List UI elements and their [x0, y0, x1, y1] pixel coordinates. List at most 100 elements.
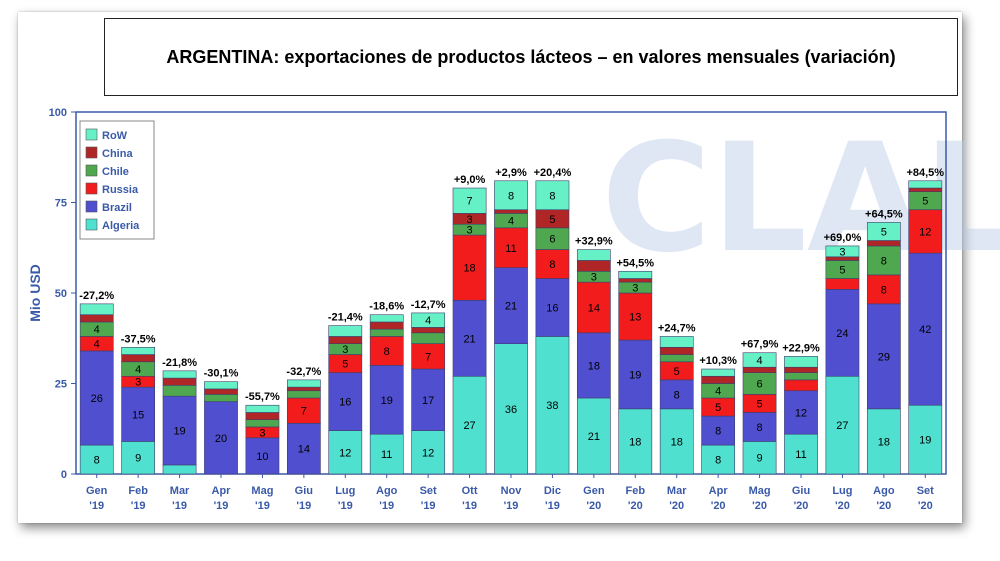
bar-segment-row [784, 356, 818, 368]
x-tick-label-month: Nov [501, 485, 523, 497]
bar-value-label: 3 [467, 225, 473, 237]
bar-segment-russia [494, 227, 528, 268]
x-tick-label-month: Mar [667, 485, 687, 497]
x-tick-label-year: '19 [338, 500, 353, 512]
variation-label: -32,7% [286, 366, 321, 378]
bar-value-label: 3 [591, 272, 597, 284]
variation-label: -21,8% [162, 357, 197, 369]
legend-swatch-chile [85, 164, 98, 177]
x-tick-label-year: '20 [669, 500, 684, 512]
bar-segment-brazil [908, 252, 943, 406]
legend-swatch-brazil [85, 200, 98, 213]
bar-value-label: 5 [881, 226, 887, 238]
bar-value-label: 8 [508, 190, 514, 202]
bar-segment-china [286, 386, 321, 392]
y-tick-label: 0 [61, 469, 67, 481]
bar-value-label: 19 [173, 426, 185, 438]
bar-value-label: 8 [384, 346, 390, 358]
bar-value-label: 42 [919, 324, 931, 336]
bar-value-label: 14 [298, 444, 310, 456]
bar-value-label: 38 [546, 400, 558, 412]
bar-value-label: 19 [919, 435, 931, 447]
bar-segment-row [494, 180, 528, 211]
bar-value-label: 3 [259, 427, 265, 439]
bar-segment-row [328, 325, 363, 337]
x-tick-label-month: Mag [251, 485, 273, 497]
bar-value-label: 12 [919, 226, 931, 238]
bar-segment-algeria [908, 404, 943, 475]
bar-segment-row [286, 379, 321, 388]
bar-value-label: 36 [505, 404, 517, 416]
bar-value-label: 11 [381, 449, 392, 461]
y-tick-label: 100 [49, 107, 67, 119]
bar-value-label: 19 [381, 395, 393, 407]
bar-value-label: 3 [632, 283, 638, 295]
y-tick-label: 75 [55, 198, 67, 210]
bar-segment-russia [369, 336, 404, 366]
variation-label: +67,9% [741, 339, 779, 351]
bar-segment-row [452, 187, 487, 214]
x-tick-label-month: Apr [709, 485, 729, 497]
bar-segment-brazil [204, 401, 238, 475]
bar-segment-chile [369, 328, 404, 337]
bar-segment-china [162, 377, 197, 386]
bar-segment-row [162, 370, 197, 379]
x-tick-label-year: '19 [131, 500, 146, 512]
bar-segment-algeria [742, 441, 777, 475]
bar-segment-china [866, 240, 901, 247]
bar-segment-row [618, 270, 653, 279]
bar-segment-china [245, 412, 280, 420]
x-tick-label-year: '19 [89, 500, 104, 512]
bar-segment-algeria [162, 464, 197, 475]
bar-segment-row [659, 336, 694, 348]
bar-segment-chile [411, 332, 446, 344]
x-tick-label-year: '19 [462, 500, 477, 512]
bar-value-label: 7 [467, 196, 473, 208]
bar-segment-china [701, 375, 736, 384]
bar-value-label: 5 [549, 214, 555, 226]
bar-segment-chile [245, 419, 280, 428]
bar-segment-row [411, 312, 446, 328]
bar-segment-russia [784, 379, 818, 392]
bar-segment-brazil [742, 412, 777, 442]
bar-segment-row [121, 346, 156, 355]
legend-swatch-algeria [85, 218, 98, 231]
bar-value-label: 4 [135, 364, 141, 376]
bar-value-label: 18 [629, 436, 641, 448]
bar-segment-china [784, 366, 818, 373]
bar-segment-brazil [576, 332, 611, 399]
bar-value-label: 4 [94, 339, 100, 351]
variation-label: -18,6% [369, 301, 404, 313]
bar-value-label: 6 [549, 234, 555, 246]
bar-value-label: 8 [715, 426, 721, 438]
y-tick-label: 25 [55, 379, 67, 391]
variation-label: +9,0% [454, 174, 486, 186]
bar-value-label: 8 [94, 455, 100, 467]
bar-segment-row [369, 314, 404, 323]
x-tick-label-month: Giu [295, 485, 313, 497]
bar-segment-chile [204, 394, 238, 402]
x-tick-label-year: '20 [628, 500, 643, 512]
x-tick-label-year: '20 [752, 500, 767, 512]
bar-value-label: 12 [422, 447, 434, 459]
bar-segment-china [79, 314, 114, 323]
bar-segment-brazil [162, 395, 197, 466]
legend-label-algeria: Algeria [102, 220, 140, 232]
legend-swatch-row [85, 128, 98, 141]
variation-label: +10,3% [699, 355, 737, 367]
bar-segment-china [121, 354, 156, 363]
x-tick-label-month: Feb [626, 485, 646, 497]
bar-value-label: 18 [463, 263, 475, 275]
x-tick-label-year: '19 [255, 500, 270, 512]
x-tick-label-month: Gen [583, 485, 605, 497]
bar-segment-brazil [825, 289, 860, 377]
variation-label: +32,9% [575, 236, 613, 248]
variation-label: +2,9% [495, 167, 527, 179]
bar-segment-china [204, 388, 238, 395]
bar-value-label: 5 [715, 402, 721, 414]
bar-segment-algeria [784, 433, 818, 475]
bar-value-label: 16 [339, 397, 351, 409]
bar-value-label: 3 [839, 246, 845, 258]
bar-value-label: 13 [629, 312, 641, 324]
x-tick-label-year: '19 [421, 500, 436, 512]
